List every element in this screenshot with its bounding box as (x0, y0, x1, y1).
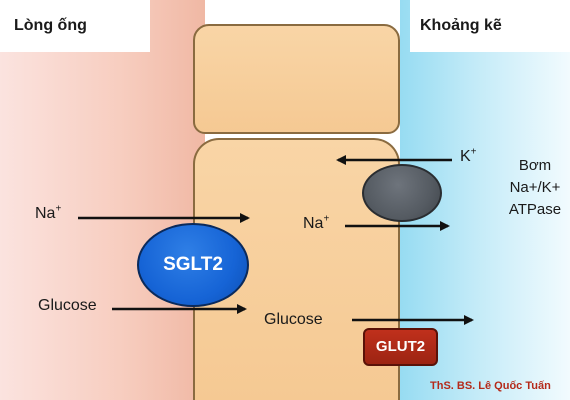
glucose-label-cell: Glucose (264, 311, 323, 328)
na-ion-label-lumen: Na+ (35, 203, 62, 222)
na-k-atpase-pump (362, 164, 442, 222)
neighbor-tubular-cell (193, 24, 400, 134)
interstitial-label: Khoảng kẽ (410, 0, 570, 52)
pump-label-line1: Bơm (518, 157, 552, 174)
pump-label-line3: ATPase (508, 201, 562, 218)
na-ion-label-cell: Na+ (303, 213, 330, 232)
glut2-transporter: GLUT2 (363, 328, 438, 366)
k-ion-label: K+ (460, 146, 477, 165)
author-credit: ThS. BS. Lê Quốc Tuấn (430, 380, 551, 392)
pump-label: Bơm Na+/K+ ATPase (500, 155, 570, 221)
glucose-label-lumen: Glucose (38, 297, 97, 314)
sglt2-transporter: SGLT2 (137, 223, 249, 307)
lumen-label: Lòng ống (0, 0, 150, 52)
tubular-lumen-region (0, 0, 205, 400)
pump-label-line2: Na+/K+ (509, 179, 561, 196)
